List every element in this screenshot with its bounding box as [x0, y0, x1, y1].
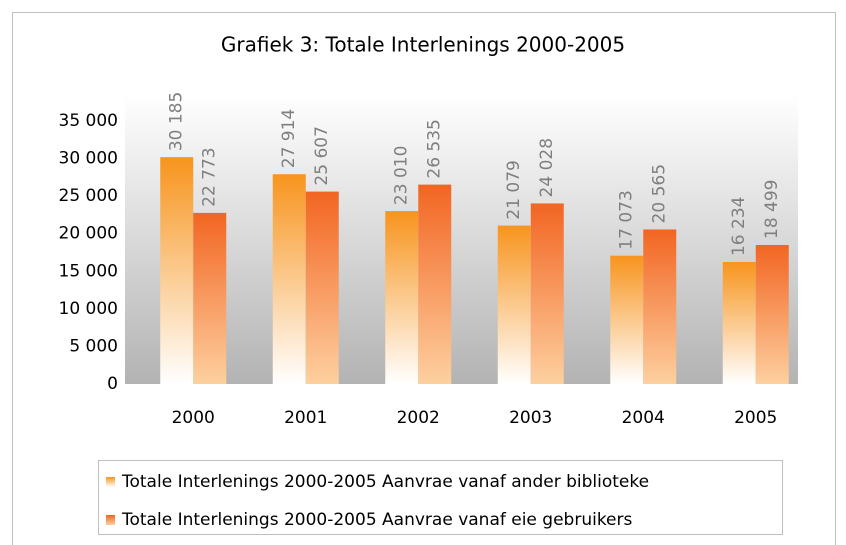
bar [755, 244, 789, 384]
bar [272, 174, 306, 384]
legend-box [98, 460, 783, 535]
value-label: 17 073 [617, 190, 637, 249]
value-label: 24 028 [537, 138, 557, 197]
value-label: 27 914 [279, 109, 299, 168]
bar [305, 191, 339, 384]
y-tick-label: 10 000 [59, 299, 118, 319]
bar [193, 212, 227, 384]
chart-title: Grafiek 3: Totale Interlenings 2000-2005 [221, 33, 625, 57]
value-label: 26 535 [425, 119, 445, 178]
bar [497, 225, 531, 384]
x-tick-label: 2003 [509, 408, 552, 428]
bar [385, 211, 419, 384]
value-label: 18 499 [762, 180, 782, 239]
legend-marker [106, 477, 115, 487]
bar [160, 157, 194, 384]
value-label: 30 185 [167, 92, 187, 151]
value-label: 20 565 [650, 164, 670, 223]
y-tick-label: 20 000 [59, 224, 118, 244]
y-tick-label: 0 [107, 374, 118, 394]
legend-label: Totale Interlenings 2000-2005 Aanvrae va… [121, 510, 633, 530]
x-tick-label: 2001 [284, 408, 327, 428]
bar [610, 255, 644, 384]
y-tick-label: 25 000 [59, 186, 118, 206]
value-label: 21 079 [504, 160, 524, 219]
value-label: 16 234 [729, 197, 749, 256]
x-tick-label: 2005 [734, 408, 777, 428]
value-label: 25 607 [312, 126, 332, 185]
bar [418, 184, 452, 384]
x-tick-label: 2004 [622, 408, 665, 428]
bar [530, 203, 564, 384]
value-label: 23 010 [392, 146, 412, 205]
y-tick-label: 15 000 [59, 261, 118, 281]
value-label: 22 773 [200, 147, 220, 206]
y-tick-label: 5 000 [69, 336, 118, 356]
legend-marker [106, 515, 115, 525]
y-tick-label: 30 000 [59, 149, 118, 169]
bar [643, 229, 677, 384]
plot-area [125, 95, 798, 384]
legend-label: Totale Interlenings 2000-2005 Aanvrae va… [121, 472, 649, 492]
x-tick-label: 2002 [397, 408, 440, 428]
y-tick-label: 35 000 [59, 111, 118, 131]
bar [722, 262, 756, 384]
x-tick-label: 2000 [172, 408, 215, 428]
